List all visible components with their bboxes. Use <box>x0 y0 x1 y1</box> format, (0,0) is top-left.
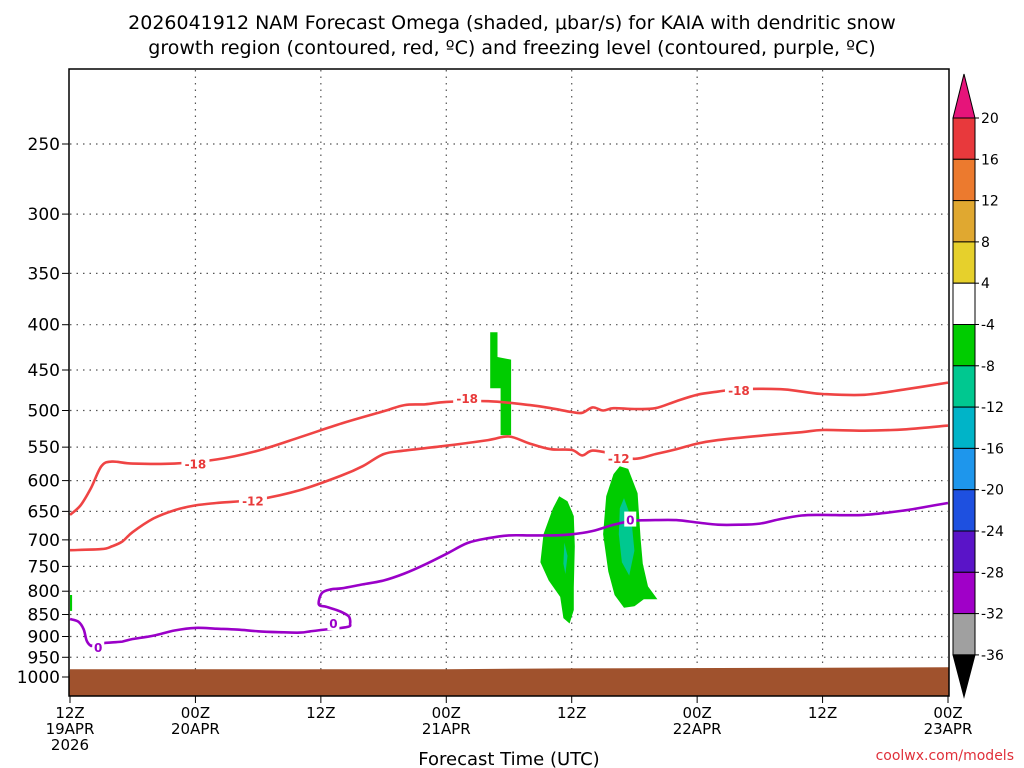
contour-zero-freezing <box>69 501 949 648</box>
contour-label-layer: -18 -18 -18 -12 -12 0 0 0 <box>92 381 753 655</box>
y-tick-label: 950 <box>28 648 60 668</box>
y-tick-label: 550 <box>28 438 60 458</box>
x-tick-label: 19APR <box>46 720 95 738</box>
colorbar-bottom-arrow <box>952 654 976 699</box>
contour-label-zero-freezing: 0 <box>94 641 102 655</box>
terrain-fill <box>69 667 949 696</box>
colorbar-tick-label: 8 <box>981 235 990 251</box>
x-axis-label: Forecast Time (UTC) <box>418 749 599 768</box>
x-tick-label: 12Z <box>557 704 586 722</box>
y-tick-label: 1000 <box>17 668 60 688</box>
y-tick-label: 400 <box>28 316 60 336</box>
colorbar-tick-label: -32 <box>981 607 1004 623</box>
contour-label-background <box>238 492 267 508</box>
contour-label-background <box>604 450 633 466</box>
y-tick-label: 700 <box>28 531 60 551</box>
omega-shading-layer <box>70 332 658 624</box>
y-tick-label: 450 <box>28 361 60 381</box>
x-tick-label: 00Z <box>432 704 461 722</box>
colorbar-band <box>952 530 976 573</box>
colorbar-band <box>952 447 976 491</box>
chart-title-line-1: 2026041912 NAM Forecast Omega (shaded, μ… <box>128 12 896 34</box>
y-axis-ticks: 2503003504004505005506006507007508008509… <box>17 135 69 688</box>
x-tick-label: 23APR <box>924 720 973 738</box>
x-tick-label: 22APR <box>673 720 722 738</box>
colorbar-tick-label: -12 <box>981 400 1004 416</box>
contour-label-zero-freezing: 0 <box>626 514 634 528</box>
colorbar-band <box>952 613 976 656</box>
colorbar-tick-label: -8 <box>981 359 995 375</box>
y-tick-label: 600 <box>28 472 60 492</box>
contour-label-minus-12: -12 <box>608 452 630 466</box>
terrain-layer <box>69 667 949 696</box>
y-tick-label: 800 <box>28 582 60 602</box>
omega-edge-sliver <box>70 595 73 611</box>
colorbar-band <box>952 117 976 160</box>
x-tick-label: 2026 <box>51 736 89 754</box>
contour-label-background <box>92 639 105 655</box>
colorbar-tick-label: 16 <box>981 152 999 168</box>
y-tick-label: 500 <box>28 402 60 422</box>
contour-label-minus-18: -18 <box>185 458 207 472</box>
colorbar-band <box>952 241 976 284</box>
y-tick-label: 900 <box>28 627 60 647</box>
y-tick-label: 850 <box>28 606 60 626</box>
grid <box>70 70 948 695</box>
colorbar-tick-label: 20 <box>981 111 999 127</box>
colorbar-tick-label: -36 <box>981 648 1004 664</box>
colorbar-band <box>952 571 976 615</box>
colorbar-band <box>952 282 976 326</box>
contour-label-minus-18: -18 <box>456 392 478 406</box>
chart-title-line-2: growth region (contoured, red, ºC) and f… <box>148 37 875 59</box>
colorbar-band <box>952 324 976 367</box>
contour-label-background <box>327 615 340 631</box>
contour-label-minus-18: -18 <box>728 384 750 398</box>
contour-label-zero-freezing: 0 <box>329 617 337 631</box>
colorbar-band <box>952 365 976 408</box>
x-tick-label: 20APR <box>171 720 220 738</box>
colorbar-tick-label: 4 <box>981 276 990 292</box>
omega-mid-level-green-column <box>490 332 512 436</box>
y-tick-label: 650 <box>28 502 60 522</box>
y-tick-label: 300 <box>28 205 60 225</box>
x-tick-label: 00Z <box>682 704 711 722</box>
colorbar-tick-label: 12 <box>981 194 999 210</box>
y-tick-label: 750 <box>28 557 60 577</box>
colorbar-tick-label: -4 <box>981 318 995 334</box>
x-tick-label: 12Z <box>808 704 837 722</box>
colorbar-band <box>952 406 976 449</box>
y-tick-label: 250 <box>28 135 60 155</box>
x-tick-label: 12Z <box>306 704 335 722</box>
colorbar-tick-label: -28 <box>981 565 1004 581</box>
contour-minus-18 <box>69 381 949 516</box>
colorbar-band <box>952 489 976 532</box>
x-tick-label: 21APR <box>422 720 471 738</box>
omega-low-level-green-left <box>540 496 575 624</box>
plot-frame <box>68 68 950 697</box>
colorbar-band <box>952 158 976 202</box>
colorbar-tick-label: -16 <box>981 441 1004 457</box>
x-tick-label: 00Z <box>933 704 962 722</box>
contour-label-minus-12: -12 <box>242 495 264 509</box>
colorbar-band <box>952 200 976 243</box>
contour-minus-12 <box>69 424 949 552</box>
colorbar: 20 16 12 8 4 -4 -8 -12 -16 -20 -24 -28 -32 -36 <box>952 73 1004 699</box>
contour-label-background <box>453 389 482 405</box>
colorbar-tick-label: -20 <box>981 483 1004 499</box>
colorbar-tick-label: -24 <box>981 524 1004 540</box>
x-tick-label: 00Z <box>181 704 210 722</box>
contour-label-background <box>624 511 637 527</box>
contour-label-background <box>181 455 210 471</box>
x-tick-label: 12Z <box>55 704 84 722</box>
contour-label-background <box>724 381 753 397</box>
credit-text: coolwx.com/models <box>876 748 1014 764</box>
y-tick-label: 350 <box>28 264 60 284</box>
colorbar-top-arrow <box>952 73 976 119</box>
omega-low-level-teal-sliver <box>563 542 568 574</box>
